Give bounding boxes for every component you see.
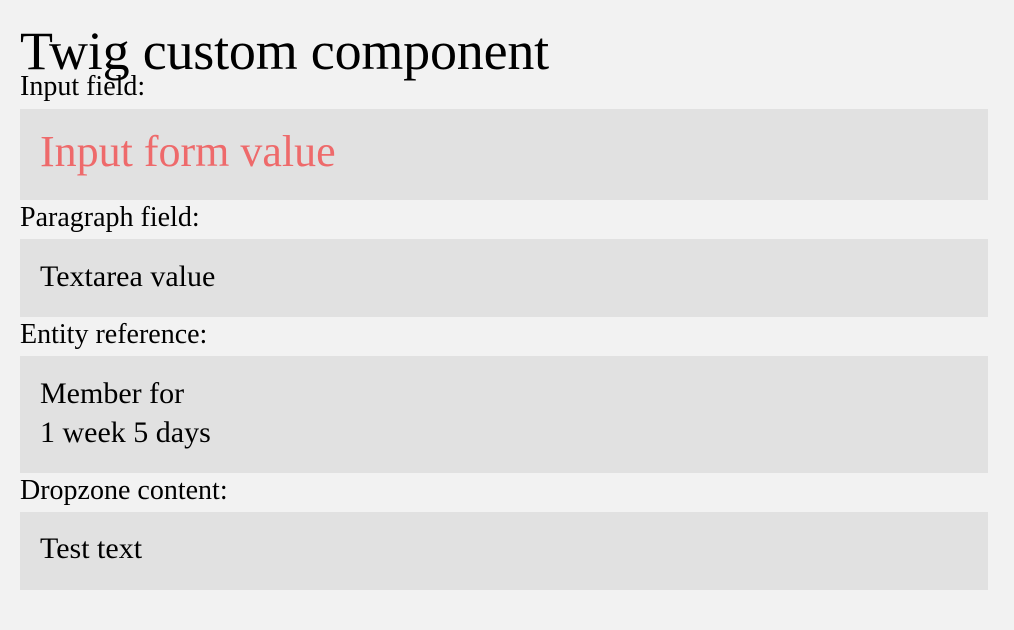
entity-reference-label: Entity reference: xyxy=(20,319,208,350)
input-field-value-box: Input form value xyxy=(20,109,988,200)
input-field-value: Input form value xyxy=(40,127,336,176)
paragraph-field-value-box: Textarea value xyxy=(20,239,988,317)
entity-reference-line-2: 1 week 5 days xyxy=(40,416,211,449)
page-title: Twig custom component xyxy=(20,21,549,81)
paragraph-field-label: Paragraph field: xyxy=(20,202,200,233)
entity-reference-line-1: Member for xyxy=(40,377,185,410)
entity-reference-value-box: Member for 1 week 5 days xyxy=(20,356,988,473)
paragraph-field-value: Textarea value xyxy=(40,260,216,293)
dropzone-content-label: Dropzone content: xyxy=(20,475,228,506)
dropzone-content-value-box: Test text xyxy=(20,512,988,590)
dropzone-content-value: Test text xyxy=(40,532,143,565)
input-field-label: Input field: xyxy=(20,71,146,102)
